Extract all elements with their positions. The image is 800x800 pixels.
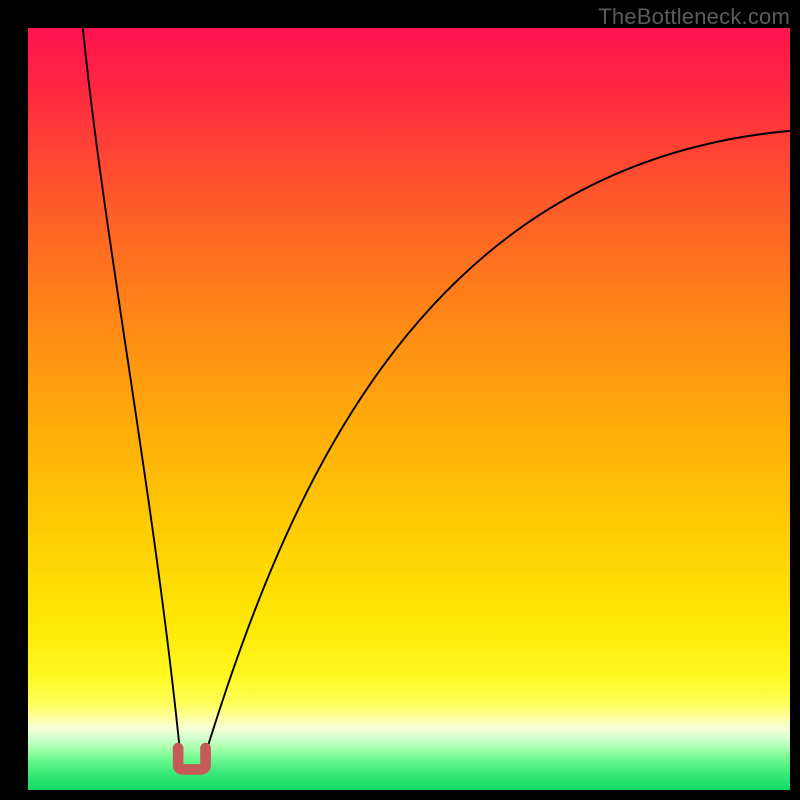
watermark-text: TheBottleneck.com: [598, 4, 790, 30]
bottleneck-curve: [28, 28, 790, 790]
curve-left-branch: [83, 28, 181, 763]
chart-frame: TheBottleneck.com: [0, 0, 800, 800]
curve-bottom-marker: [178, 748, 205, 769]
curve-right-branch: [202, 131, 790, 763]
plot-area: [28, 28, 790, 790]
